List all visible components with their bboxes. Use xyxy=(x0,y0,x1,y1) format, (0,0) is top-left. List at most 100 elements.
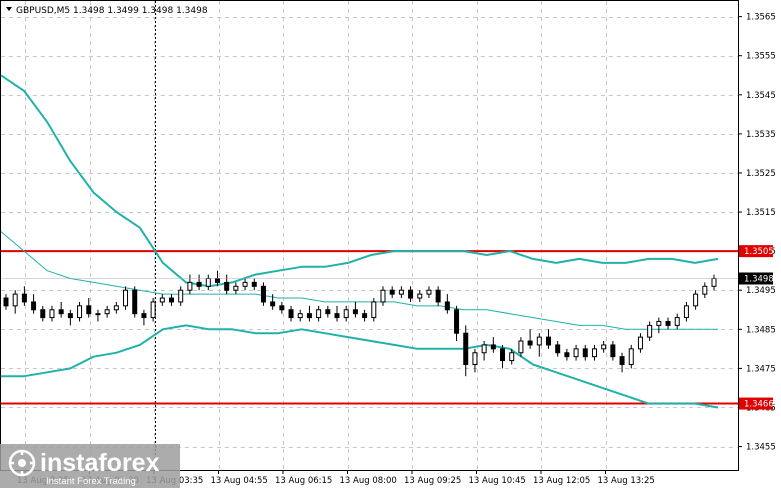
candle-body xyxy=(545,336,551,346)
candle-body xyxy=(132,289,138,315)
y-tick-label: 1.3545 xyxy=(746,91,776,101)
candle xyxy=(316,305,322,322)
candle-body xyxy=(205,277,211,287)
candle xyxy=(150,298,156,322)
candle-body xyxy=(352,309,358,315)
candle-body xyxy=(518,340,524,354)
candle-body xyxy=(702,285,708,295)
candle xyxy=(362,309,368,322)
level-price-box xyxy=(739,397,773,410)
candle-body xyxy=(564,352,570,358)
candle xyxy=(683,301,689,322)
candle xyxy=(582,344,588,361)
candle xyxy=(702,282,708,299)
candle-body xyxy=(77,305,83,319)
candle xyxy=(637,333,643,353)
level-price-box xyxy=(739,245,773,258)
candle-body xyxy=(12,293,18,307)
candle-body xyxy=(472,352,478,365)
candle xyxy=(141,309,147,326)
bollinger-lower-line xyxy=(1,324,719,409)
candle-body xyxy=(582,348,588,358)
bollinger-upper-line xyxy=(0,74,719,288)
dropdown-triangle-icon[interactable] xyxy=(6,7,12,11)
candle xyxy=(270,294,276,310)
candle xyxy=(251,278,257,291)
x-tick-label: 13 Aug 10:45 xyxy=(469,476,526,486)
y-tick-label: 1.3565 xyxy=(746,13,776,23)
candle xyxy=(187,274,193,295)
candle-body xyxy=(573,348,579,358)
x-tick-label: 13 Aug 12:05 xyxy=(533,476,590,486)
candle-body xyxy=(454,309,460,334)
candle-body xyxy=(187,281,193,291)
x-tick-label: 13 Aug 13:25 xyxy=(598,476,655,486)
candle xyxy=(21,286,27,306)
candle xyxy=(619,352,625,373)
candle-body xyxy=(665,320,671,326)
candle-body xyxy=(214,277,220,283)
candle xyxy=(31,294,37,314)
candle-body xyxy=(196,281,202,287)
watermark-tagline: Instant Forex Trading xyxy=(46,476,136,487)
candle xyxy=(325,305,331,318)
candle xyxy=(454,305,460,342)
candle-body xyxy=(444,301,450,311)
candle-body xyxy=(141,313,147,319)
level-price-label: 1.3505 xyxy=(744,247,774,257)
candle-body xyxy=(509,352,515,362)
candle xyxy=(656,317,662,334)
y-tick-label: 1.3475 xyxy=(746,364,776,374)
y-tick-label: 1.3485 xyxy=(746,325,776,335)
candle-body xyxy=(67,313,73,319)
candle-body xyxy=(242,281,248,287)
candle-body xyxy=(21,293,27,303)
instaforex-watermark: instaforex Instant Forex Trading xyxy=(0,444,180,488)
candle-body xyxy=(159,297,165,303)
candle-body xyxy=(260,285,266,303)
candle-body xyxy=(490,344,496,350)
candle-body xyxy=(113,305,119,311)
candle-body xyxy=(86,305,92,315)
candle xyxy=(12,290,18,314)
candle xyxy=(242,278,248,291)
candle xyxy=(49,305,55,322)
bollinger-bands xyxy=(0,74,719,409)
candle xyxy=(545,329,551,349)
y-tick-label: 1.3515 xyxy=(746,208,776,218)
watermark-background xyxy=(0,444,180,488)
y-tick-label: 1.3495 xyxy=(746,286,776,296)
candle xyxy=(674,313,680,330)
x-tick-label: 13 Aug 09:25 xyxy=(404,476,461,486)
candle xyxy=(573,344,579,361)
candle xyxy=(132,286,138,318)
candle xyxy=(178,286,184,306)
candle-body xyxy=(555,344,561,354)
candle-body xyxy=(306,313,312,319)
candle-body xyxy=(426,289,432,295)
candle-body xyxy=(58,309,64,315)
candle-body xyxy=(150,301,156,319)
candle xyxy=(417,290,423,302)
candle xyxy=(196,274,202,291)
candle-body xyxy=(224,281,230,291)
candle-body xyxy=(316,309,322,319)
candle xyxy=(371,298,377,322)
candle xyxy=(500,344,506,369)
candle xyxy=(77,301,83,322)
candle xyxy=(123,286,129,310)
candle-body xyxy=(233,285,239,291)
candle-body xyxy=(711,277,717,287)
candle xyxy=(444,294,450,314)
candle xyxy=(647,321,653,342)
candle-body xyxy=(297,313,303,319)
candle-body xyxy=(481,344,487,354)
candle xyxy=(343,305,349,322)
candle xyxy=(40,305,46,322)
candle-body xyxy=(463,332,469,365)
candle-body xyxy=(270,301,276,307)
symbol-header[interactable]: GBPUSD,M5 1.3498 1.3499 1.3498 1.3498 xyxy=(6,6,208,16)
